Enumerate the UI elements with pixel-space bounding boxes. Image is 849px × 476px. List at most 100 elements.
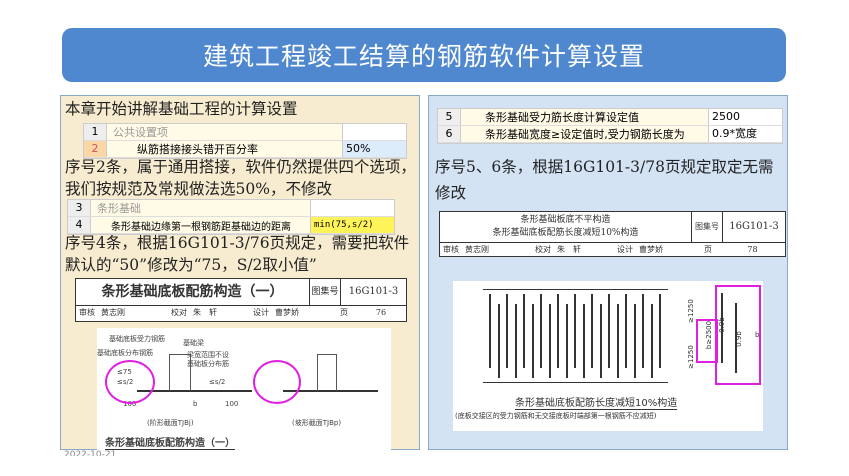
row-name: 条形基础宽度≥设定值时,受力钢筋长度为 <box>485 128 685 141</box>
rebar-line <box>531 304 534 378</box>
tb-cell: 校对 <box>535 245 551 254</box>
row-value[interactable]: min(75,s/2) <box>310 217 394 233</box>
foundation-section-figure: 基础底板受力钢筋 基础梁 基础底板分布钢筋 梁宽范围不设 基础板分布筋 ≤75 … <box>97 328 391 450</box>
tb-cell: 审核 <box>79 308 95 317</box>
rebar-line <box>574 294 576 368</box>
row-value[interactable] <box>310 200 394 216</box>
row-number: 5 <box>438 109 461 125</box>
fig-title: 条形基础底板配筋构造（一） <box>105 434 235 450</box>
tb-cell: 审核 <box>443 245 459 254</box>
dim-label: ≥1250 <box>686 299 695 323</box>
atlas-number: 16G101-3 <box>722 212 785 242</box>
row-number: 6 <box>438 126 461 142</box>
rebar-line <box>497 304 500 378</box>
rebar-line <box>616 304 619 378</box>
paragraph-2: 序号4条，根据16G101-3/76页规定，需要把软件默认的“50”修改为“75… <box>65 234 410 274</box>
tb-cell: 曹梦娇 <box>639 245 663 254</box>
highlight-circle <box>105 360 155 404</box>
highlight-box <box>696 319 718 363</box>
rebar-line <box>625 294 627 368</box>
tb-cell: 设计 <box>617 245 633 254</box>
row-name: 纵筋搭接接头错开百分率 <box>137 143 258 156</box>
fig-label: 基础板分布筋 <box>187 360 229 368</box>
table-row[interactable]: 5 条形基础受力筋长度计算设定值 2500 <box>438 109 782 126</box>
tb-cell: 校对 <box>171 308 187 317</box>
settings-table-3: 5 条形基础受力筋长度计算设定值 2500 6 条形基础宽度≥设定值时,受力钢筋长度为… <box>437 108 783 144</box>
drawing-title-block: 条形基础底板配筋构造（一） 图集号 16G101-3 审核 黄志刚 校对朱 轩 设计曹… <box>75 278 407 322</box>
rebar-line <box>591 294 593 368</box>
row-number: 4 <box>68 217 91 233</box>
rebar-line <box>599 304 602 378</box>
row-number: 2 <box>84 141 107 157</box>
rebar-line <box>633 304 636 378</box>
left-panel: 本章开始讲解基础工程的计算设置 1 公共设置项 2 纵筋搭接接头错开百分率 50% 序… <box>60 95 420 450</box>
rebar-line <box>514 304 517 378</box>
dim-label: ≥1250 <box>686 345 695 369</box>
tb-cell: 76 <box>375 308 387 317</box>
rebar-line <box>506 294 508 368</box>
table-row[interactable]: 4 条形基础边缘第一根钢筋距基础边的距离 min(75,s/2) <box>68 217 394 234</box>
row-number: 1 <box>84 124 107 140</box>
table-row[interactable]: 3 条形基础 <box>68 200 394 217</box>
rebar-line <box>659 294 661 368</box>
atlas-label: 图集号 <box>691 212 722 242</box>
paragraph-1: 序号2条，属于通用搭接，软件仍然提供四个选项，我们按规范及常规做法选50%，不修… <box>65 158 416 198</box>
settings-table-2: 3 条形基础 4 条形基础边缘第一根钢筋距基础边的距离 min(75,s/2) <box>67 199 395 235</box>
highlight-circle <box>253 360 301 404</box>
rebar-line <box>548 304 551 378</box>
row-value[interactable] <box>342 124 406 140</box>
row-value[interactable]: 50% <box>342 141 406 157</box>
table-row[interactable]: 6 条形基础宽度≥设定值时,受力钢筋长度为 0.9*宽度 <box>438 126 782 143</box>
slide-title: 建筑工程竣工结算的钢筋软件计算设置 <box>62 28 786 82</box>
tb-cell: 曹梦娇 <box>275 308 299 317</box>
highlight-box <box>715 285 761 385</box>
rebar-line <box>557 294 559 368</box>
fig-label: b <box>193 400 198 408</box>
drawing-title-block: 条形基础板底不平构造 条形基础底板配筋长度减短10%构造 图集号 16G101-3… <box>439 211 786 257</box>
atlas-label: 图集号 <box>309 279 340 305</box>
row-value[interactable]: 2500 <box>708 109 782 125</box>
table-row[interactable]: 1 公共设置项 <box>84 124 406 141</box>
rebar-line <box>642 294 644 368</box>
row-name: 条形基础 <box>97 202 141 215</box>
settings-table-1: 1 公共设置项 2 纵筋搭接接头错开百分率 50% <box>83 123 407 159</box>
dim-label: b <box>755 331 760 339</box>
tb-cell: 78 <box>747 245 758 254</box>
rebar-line <box>650 304 653 378</box>
rebar-shortening-figure: ≥1250 b≥2500 ≥1250 0.9b 0.9b b 条形基础底板配筋长… <box>453 281 763 431</box>
tb-cell: 黄志刚 <box>465 245 489 254</box>
row-value[interactable]: 0.9*宽度 <box>708 126 782 142</box>
tb-cell: 页 <box>704 245 712 254</box>
fig-label: 梁宽范围不设 <box>187 351 229 359</box>
fig-label: 基础梁 <box>183 339 204 347</box>
fig-label: 基础底板受力钢筋 <box>109 335 165 343</box>
tb-cell: 朱 轩 <box>193 308 217 317</box>
intro-text: 本章开始讲解基础工程的计算设置 <box>65 100 298 118</box>
rebar-line <box>582 304 585 378</box>
fig-label: 100 <box>225 400 239 408</box>
paragraph-3: 序号5、6条，根据16G101-3/78页规定取定无需修改 <box>435 158 774 202</box>
rebar-line <box>608 294 610 368</box>
drawing-title: 条形基础底板配筋构造（一） <box>101 284 284 300</box>
atlas-number: 16G101-3 <box>340 279 406 305</box>
tb-cell: 黄志刚 <box>101 308 125 317</box>
tb-cell: 朱 轩 <box>557 245 581 254</box>
fig-caption: (坡形截面TJBp) <box>292 419 342 427</box>
fig-caption: (阶形截面TJBj) <box>147 419 194 427</box>
fig-note: (底板交接区的受力钢筋和无交接底板时端部第一根钢筋不应减短) <box>455 412 657 420</box>
row-number: 3 <box>68 200 91 216</box>
table-row[interactable]: 2 纵筋搭接接头错开百分率 50% <box>84 141 406 158</box>
rebar-line <box>489 294 491 368</box>
fig-label: 100 <box>123 400 137 408</box>
slide-date: 2022-10-21 <box>64 450 117 456</box>
rebar-line <box>565 304 568 378</box>
row-name: 公共设置项 <box>113 126 168 139</box>
fig-label: 基础底板分布钢筋 <box>97 349 153 357</box>
rebar-line <box>523 294 525 368</box>
tb-cell: 页 <box>340 308 348 317</box>
rebar-line <box>540 294 542 368</box>
fig-title: 条形基础底板配筋长度减短10%构造 <box>515 394 678 410</box>
row-name: 条形基础边缘第一根钢筋距基础边的距离 <box>111 221 291 233</box>
drawing-title-1: 条形基础板底不平构造 <box>520 215 611 225</box>
row-name: 条形基础受力筋长度计算设定值 <box>485 111 639 124</box>
